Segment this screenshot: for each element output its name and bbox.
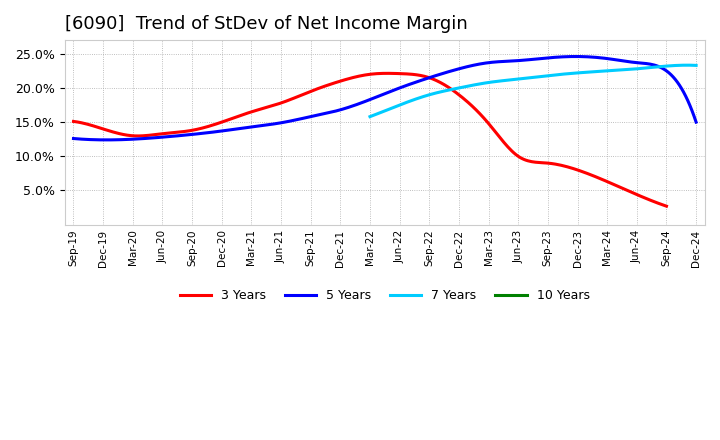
3 Years <box>424 75 433 80</box>
7 Years <box>565 71 574 76</box>
7 Years <box>641 66 649 71</box>
5 Years <box>442 70 451 75</box>
3 Years <box>571 167 580 172</box>
5 Years <box>598 55 607 61</box>
3 Years <box>71 119 80 125</box>
5 Years <box>571 54 580 59</box>
5 Years <box>71 136 80 141</box>
3 Years <box>382 71 391 76</box>
Legend: 3 Years, 5 Years, 7 Years, 10 Years: 3 Years, 5 Years, 7 Years, 10 Years <box>175 284 595 307</box>
7 Years <box>366 114 374 119</box>
5 Years <box>440 70 449 76</box>
3 Years <box>662 204 671 209</box>
5 Years <box>102 137 111 143</box>
Line: 7 Years: 7 Years <box>370 65 696 117</box>
3 Years <box>422 74 431 80</box>
3 Years <box>69 119 78 124</box>
7 Years <box>559 71 567 77</box>
5 Years <box>69 136 78 141</box>
7 Years <box>661 63 670 69</box>
Line: 3 Years: 3 Years <box>73 73 667 206</box>
3 Years <box>608 181 617 187</box>
Text: [6090]  Trend of StDev of Net Income Margin: [6090] Trend of StDev of Net Income Marg… <box>65 15 467 33</box>
7 Years <box>560 71 569 77</box>
5 Years <box>452 67 461 72</box>
7 Years <box>692 63 701 68</box>
3 Years <box>434 79 443 84</box>
5 Years <box>638 60 647 66</box>
Line: 5 Years: 5 Years <box>73 56 696 140</box>
7 Years <box>366 114 375 119</box>
7 Years <box>683 62 692 68</box>
5 Years <box>692 120 701 125</box>
